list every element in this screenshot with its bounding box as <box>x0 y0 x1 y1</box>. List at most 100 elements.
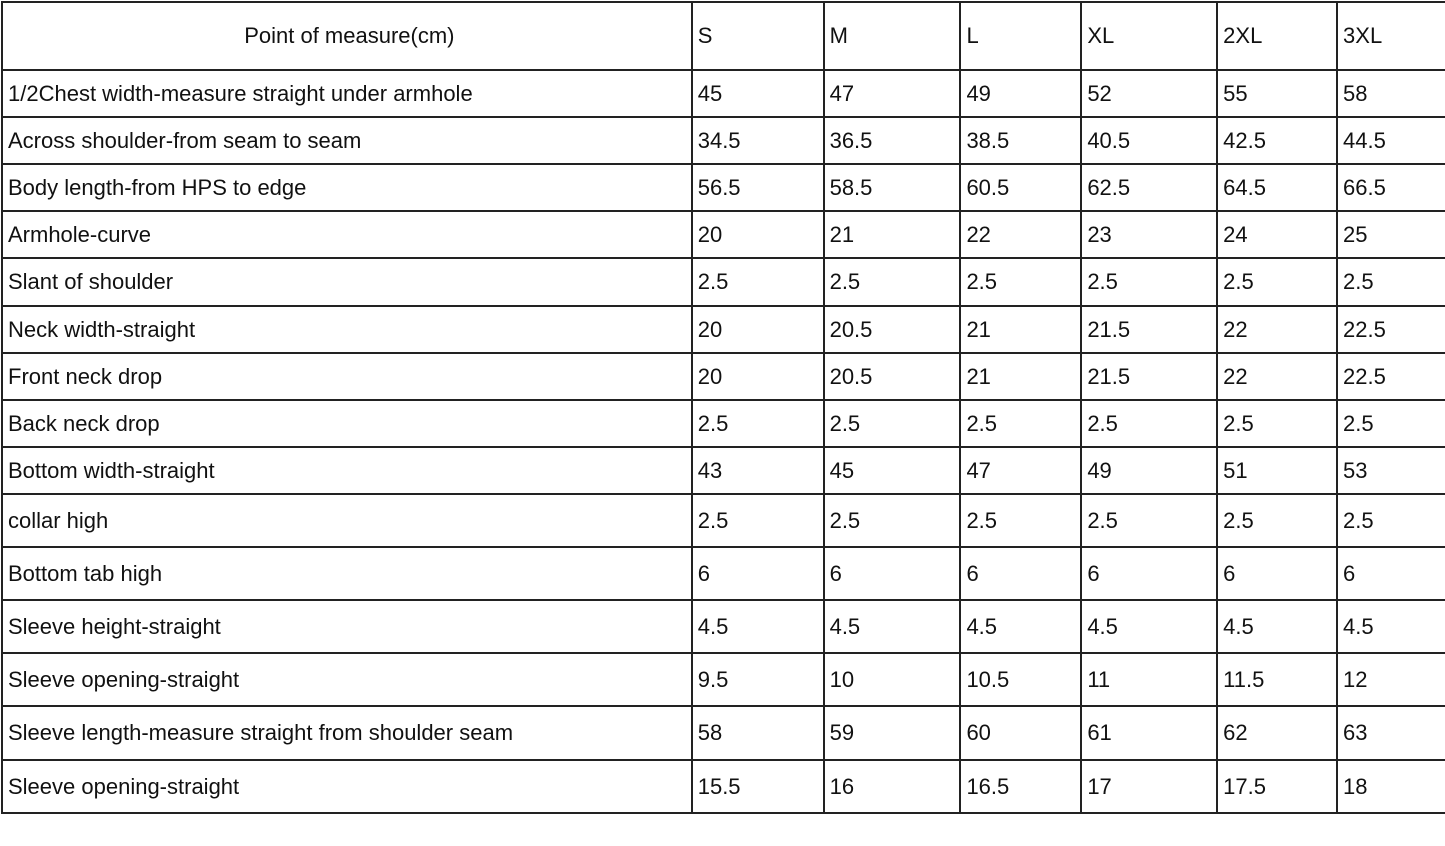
cell-size-xl: 61 <box>1080 705 1219 761</box>
cell-size-l: 49 <box>959 69 1083 118</box>
measure-label: Back neck drop <box>1 399 693 448</box>
column-header-size-s: S <box>690 1 825 71</box>
cell-size-l: 60.5 <box>959 163 1083 212</box>
cell-size-m: 6 <box>822 546 962 601</box>
cell-size-2xl: 4.5 <box>1216 599 1339 654</box>
header-row: Point of measure(cm) S M L XL 2XL 3XL <box>1 1 1445 71</box>
cell-size-l: 2.5 <box>959 493 1083 548</box>
column-header-size-xl: XL <box>1080 1 1219 71</box>
cell-size-3xl: 2.5 <box>1336 257 1445 307</box>
cell-size-2xl: 55 <box>1216 69 1339 118</box>
cell-size-s: 2.5 <box>690 493 825 548</box>
measure-label: Across shoulder-from seam to seam <box>1 116 693 165</box>
table-row: Body length-from HPS to edge 56.5 58.5 60.5… <box>1 163 1445 212</box>
cell-size-m: 2.5 <box>822 399 962 448</box>
cell-size-m: 4.5 <box>822 599 962 654</box>
cell-size-xl: 4.5 <box>1080 599 1219 654</box>
cell-size-2xl: 2.5 <box>1216 257 1339 307</box>
cell-size-m: 10 <box>822 652 962 707</box>
cell-size-3xl: 2.5 <box>1336 399 1445 448</box>
cell-size-l: 60 <box>959 705 1083 761</box>
cell-size-m: 45 <box>822 446 962 495</box>
cell-size-l: 4.5 <box>959 599 1083 654</box>
table-row: 1/2Chest width-measure straight under ar… <box>1 69 1445 118</box>
table-row: Sleeve length-measure straight from shou… <box>1 705 1445 761</box>
table-row: Front neck drop 20 20.5 21 21.5 22 22.5 <box>1 352 1445 401</box>
cell-size-s: 6 <box>690 546 825 601</box>
cell-size-m: 47 <box>822 69 962 118</box>
cell-size-s: 45 <box>690 69 825 118</box>
cell-size-m: 2.5 <box>822 257 962 307</box>
cell-size-2xl: 11.5 <box>1216 652 1339 707</box>
cell-size-l: 2.5 <box>959 399 1083 448</box>
cell-size-s: 20 <box>690 210 825 259</box>
cell-size-m: 21 <box>822 210 962 259</box>
cell-size-s: 43 <box>690 446 825 495</box>
column-header-size-l: L <box>959 1 1083 71</box>
measure-label: Bottom tab high <box>1 546 693 601</box>
cell-size-3xl: 22.5 <box>1336 305 1445 354</box>
measure-label: Sleeve length-measure straight from shou… <box>1 705 693 761</box>
cell-size-xl: 2.5 <box>1080 399 1219 448</box>
cell-size-2xl: 42.5 <box>1216 116 1339 165</box>
cell-size-l: 6 <box>959 546 1083 601</box>
measure-label: Sleeve opening-straight <box>1 759 693 814</box>
cell-size-3xl: 12 <box>1336 652 1445 707</box>
cell-size-m: 59 <box>822 705 962 761</box>
cell-size-xl: 40.5 <box>1080 116 1219 165</box>
table-row: Neck width-straight 20 20.5 21 21.5 22 22.5 <box>1 305 1445 354</box>
table-row: Sleeve opening-straight 9.5 10 10.5 11 11.5 12 <box>1 652 1445 707</box>
cell-size-xl: 62.5 <box>1080 163 1219 212</box>
cell-size-s: 20 <box>690 305 825 354</box>
cell-size-xl: 23 <box>1080 210 1219 259</box>
table-row: Sleeve opening-straight 15.5 16 16.5 17 17.5 1… <box>1 759 1445 814</box>
cell-size-xl: 11 <box>1080 652 1219 707</box>
cell-size-xl: 49 <box>1080 446 1219 495</box>
measure-label: Sleeve height-straight <box>1 599 693 654</box>
cell-size-xl: 17 <box>1080 759 1219 814</box>
cell-size-l: 10.5 <box>959 652 1083 707</box>
column-header-size-2xl: 2XL <box>1216 1 1339 71</box>
measure-label: Body length-from HPS to edge <box>1 163 693 212</box>
table-row: collar high 2.5 2.5 2.5 2.5 2.5 2.5 <box>1 493 1445 548</box>
cell-size-2xl: 62 <box>1216 705 1339 761</box>
cell-size-s: 15.5 <box>690 759 825 814</box>
cell-size-m: 16 <box>822 759 962 814</box>
measure-label: Slant of shoulder <box>1 257 693 307</box>
cell-size-2xl: 22 <box>1216 305 1339 354</box>
cell-size-3xl: 63 <box>1336 705 1445 761</box>
cell-size-s: 58 <box>690 705 825 761</box>
size-chart-table: Point of measure(cm) S M L XL 2XL 3XL 1/2Chest … <box>1 1 1445 814</box>
cell-size-xl: 2.5 <box>1080 257 1219 307</box>
table-row: Sleeve height-straight 4.5 4.5 4.5 4.5 4.5 4.5 <box>1 599 1445 654</box>
cell-size-l: 22 <box>959 210 1083 259</box>
cell-size-3xl: 58 <box>1336 69 1445 118</box>
table-row: Armhole-curve 20 21 22 23 24 25 <box>1 210 1445 259</box>
cell-size-2xl: 24 <box>1216 210 1339 259</box>
cell-size-2xl: 51 <box>1216 446 1339 495</box>
cell-size-s: 9.5 <box>690 652 825 707</box>
cell-size-l: 21 <box>959 305 1083 354</box>
cell-size-s: 34.5 <box>690 116 825 165</box>
cell-size-l: 2.5 <box>959 257 1083 307</box>
cell-size-l: 38.5 <box>959 116 1083 165</box>
table-row: Bottom tab high 6 6 6 6 6 6 <box>1 546 1445 601</box>
cell-size-s: 4.5 <box>690 599 825 654</box>
cell-size-3xl: 6 <box>1336 546 1445 601</box>
cell-size-2xl: 22 <box>1216 352 1339 401</box>
cell-size-s: 20 <box>690 352 825 401</box>
cell-size-l: 47 <box>959 446 1083 495</box>
table-row: Back neck drop 2.5 2.5 2.5 2.5 2.5 2.5 <box>1 399 1445 448</box>
cell-size-2xl: 2.5 <box>1216 493 1339 548</box>
cell-size-s: 2.5 <box>690 399 825 448</box>
column-header-size-m: M <box>822 1 962 71</box>
table-row: Across shoulder-from seam to seam 34.5 36.… <box>1 116 1445 165</box>
measure-label: Front neck drop <box>1 352 693 401</box>
cell-size-3xl: 18 <box>1336 759 1445 814</box>
cell-size-2xl: 6 <box>1216 546 1339 601</box>
cell-size-2xl: 17.5 <box>1216 759 1339 814</box>
cell-size-m: 2.5 <box>822 493 962 548</box>
cell-size-3xl: 66.5 <box>1336 163 1445 212</box>
cell-size-l: 21 <box>959 352 1083 401</box>
cell-size-m: 20.5 <box>822 352 962 401</box>
